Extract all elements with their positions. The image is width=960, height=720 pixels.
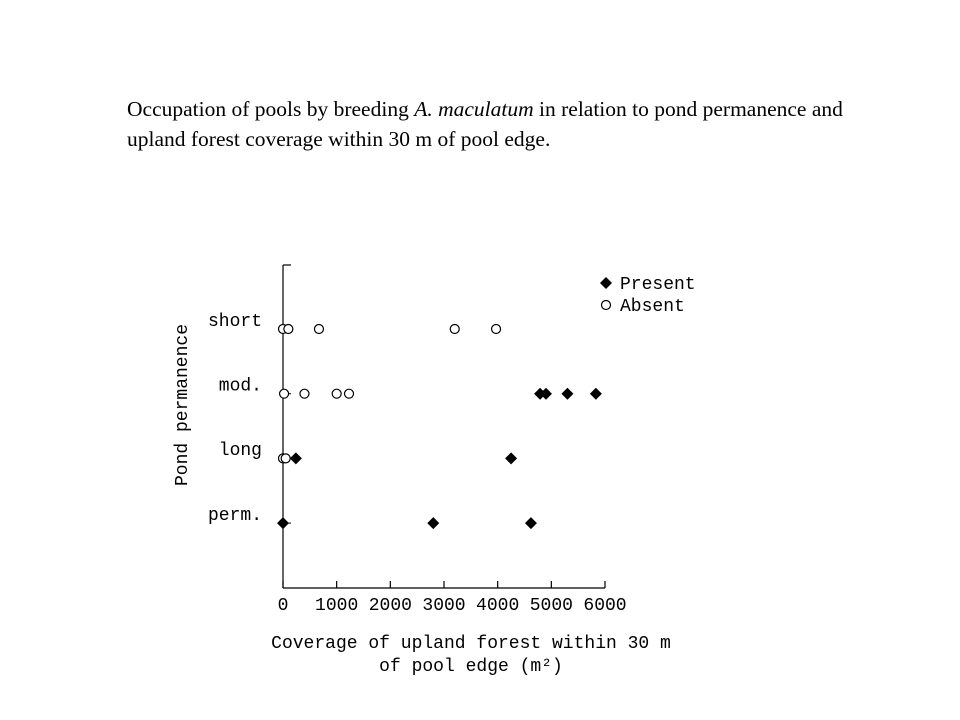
point — [449, 323, 460, 335]
point — [524, 517, 537, 530]
point — [313, 323, 325, 335]
x-tick-label: 6000 — [583, 596, 626, 616]
chart-title: Occupation of pools by breeding A. macul… — [127, 94, 843, 154]
point — [343, 388, 355, 399]
legend-marker — [600, 299, 612, 311]
point — [283, 323, 294, 335]
y-tick-label: perm. — [208, 506, 262, 526]
x-tick-label: 3000 — [422, 596, 465, 616]
x-axis-label: of pool edge (m²) — [379, 657, 563, 677]
legend-label: Present — [620, 275, 696, 295]
x-tick-label: 1000 — [315, 596, 358, 616]
point — [561, 387, 574, 400]
y-axis-label: Pond permanence — [173, 324, 193, 486]
point — [589, 387, 602, 400]
x-axis-label: Coverage of upland forest within 30 m — [271, 634, 671, 654]
point — [331, 388, 342, 399]
point — [427, 517, 440, 530]
point — [280, 453, 291, 464]
x-tick-label: 4000 — [476, 596, 519, 616]
title-part: Occupation of pools by breeding — [127, 97, 415, 121]
legend-marker — [600, 277, 612, 289]
y-tick-label: short — [208, 312, 262, 332]
title-part: A. maculatum — [414, 97, 534, 121]
point — [277, 517, 289, 530]
x-tick-label: 0 — [278, 596, 289, 616]
point — [289, 452, 302, 465]
title-part: in relation to pond permanence and uplan… — [127, 97, 843, 151]
point — [278, 388, 290, 399]
point — [539, 387, 552, 400]
y-tick-label: long — [219, 441, 262, 461]
legend-label: Absent — [620, 297, 685, 317]
y-tick-label: mod. — [219, 376, 262, 396]
point — [299, 388, 310, 399]
point — [505, 452, 518, 465]
point — [490, 323, 502, 335]
x-tick-label: 2000 — [369, 596, 412, 616]
x-tick-label: 5000 — [530, 596, 573, 616]
